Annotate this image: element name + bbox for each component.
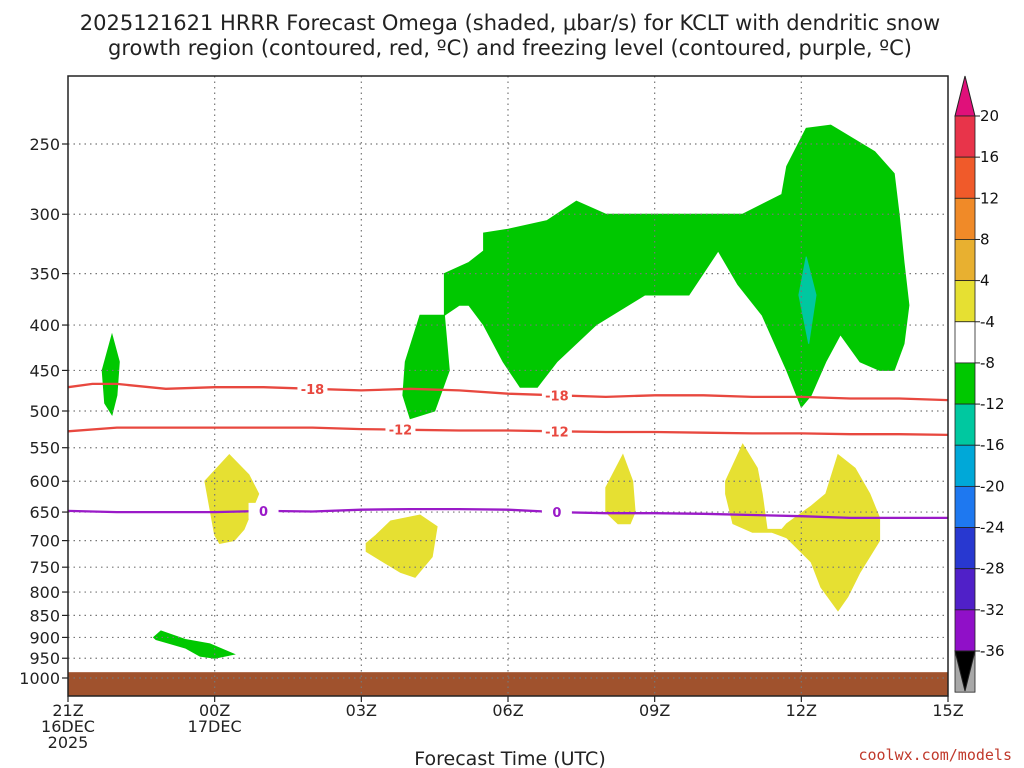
omega-region-6	[365, 514, 438, 578]
contour-line-minus18	[67, 382, 949, 402]
temperature-contour-layer: -18 -18 -12 -12 0 0	[67, 380, 949, 521]
colorbar-swatch-3	[954, 239, 976, 282]
ytick-label-400: 400	[29, 316, 60, 335]
xtick-label-3-0: 06Z	[492, 701, 523, 720]
xtick-label-1-1: 17DEC	[188, 717, 242, 736]
contour-label-minus18-0: -18	[301, 383, 325, 398]
xtick-label-0-0: 21Z	[52, 701, 83, 720]
colorbar-swatch-2	[954, 197, 976, 240]
ytick-label-300: 300	[29, 205, 60, 224]
contour-label-bg	[541, 387, 572, 404]
omega-region-4	[798, 256, 817, 344]
colorbar-label-7: -12	[980, 395, 1005, 413]
contour-label-bg	[385, 421, 416, 438]
colorbar-swatch-5	[954, 321, 976, 364]
contour-line-minus12	[67, 426, 949, 437]
grid-layer	[68, 76, 948, 696]
omega-region-5	[204, 453, 260, 544]
colorbar-top-arrow	[954, 75, 976, 117]
contour-label-bg	[297, 380, 328, 397]
contour-label-0-1: 0	[552, 506, 561, 521]
ytick-label-700: 700	[29, 532, 60, 551]
ytick-label-1000: 1000	[19, 669, 60, 688]
colorbar-swatch-7	[954, 403, 976, 446]
contour-label-minus12-1: -12	[545, 425, 569, 440]
omega-colorbar: 20 16 12 8 4 -4 -8 -12 -16 -20 -24 -28 -32 -36	[954, 75, 1005, 693]
colorbar-label-0: 20	[980, 107, 999, 125]
colorbar-label-1: 16	[980, 148, 999, 166]
ytick-label-250: 250	[29, 135, 60, 154]
colorbar-label-11: -28	[980, 560, 1005, 578]
pressure-axis: 250 300 350 400 450 500 550 600 650 700 750 800 850 9…	[19, 135, 68, 688]
contour-label-bg	[541, 504, 572, 521]
colorbar-label-6: -8	[980, 354, 995, 372]
xtick-label-1-0: 00Z	[199, 701, 230, 720]
xtick-label-0-2: 2025	[48, 733, 89, 752]
contour-line-0	[67, 507, 948, 520]
ytick-label-950: 950	[29, 649, 60, 668]
colorbar-swatch-12	[954, 609, 976, 652]
ytick-label-650: 650	[29, 503, 60, 522]
chart-title-line-2: growth region (contoured, red, ºC) and f…	[108, 36, 912, 60]
colorbar-label-13: -36	[980, 642, 1005, 660]
colorbar-label-3: 8	[980, 230, 990, 248]
ytick-label-750: 750	[29, 558, 60, 577]
contour-label-0-0: 0	[259, 505, 268, 520]
colorbar-swatch-0	[954, 115, 976, 158]
chart-title-line-1: 2025121621 HRRR Forecast Omega (shaded, …	[80, 11, 940, 35]
contour-label-bg	[248, 502, 279, 519]
xtick-label-0-1: 16DEC	[41, 717, 95, 736]
xtick-label-4-0: 09Z	[639, 701, 670, 720]
ytick-label-550: 550	[29, 439, 60, 458]
ytick-label-900: 900	[29, 628, 60, 647]
colorbar-swatch-8	[954, 444, 976, 487]
colorbar-label-12: -32	[980, 601, 1005, 619]
omega-region-3	[443, 124, 910, 409]
colorbar-swatch-1	[954, 156, 976, 199]
colorbar-label-4: 4	[980, 272, 990, 290]
colorbar-label-8: -16	[980, 436, 1005, 454]
colorbar-label-10: -24	[980, 519, 1005, 537]
contour-label-bg	[541, 423, 572, 440]
ytick-label-850: 850	[29, 606, 60, 625]
contour-label-minus18-1: -18	[545, 389, 569, 404]
ytick-label-600: 600	[29, 472, 60, 491]
colorbar-swatch-10	[954, 527, 976, 570]
xtick-label-6-0: 15Z	[932, 701, 963, 720]
ytick-label-500: 500	[29, 402, 60, 421]
colorbar-bottom-arrow	[954, 650, 976, 692]
colorbar-swatch-6	[954, 362, 976, 405]
omega-region-1	[101, 332, 120, 417]
colorbar-label-5: -4	[980, 313, 995, 331]
contour-label-minus12-0: -12	[389, 424, 413, 439]
source-credit: coolwx.com/models	[858, 746, 1012, 764]
colorbar-swatch-9	[954, 485, 976, 528]
colorbar-label-9: -20	[980, 477, 1005, 495]
colorbar-label-2: 12	[980, 189, 999, 207]
ytick-label-450: 450	[29, 361, 60, 380]
xtick-label-5-0: 12Z	[786, 701, 817, 720]
ytick-label-800: 800	[29, 583, 60, 602]
ytick-label-350: 350	[29, 265, 60, 284]
colorbar-swatch-4	[954, 280, 976, 323]
x-axis-label: Forecast Time (UTC)	[414, 748, 605, 768]
xtick-label-2-0: 03Z	[346, 701, 377, 720]
colorbar-swatch-11	[954, 568, 976, 611]
